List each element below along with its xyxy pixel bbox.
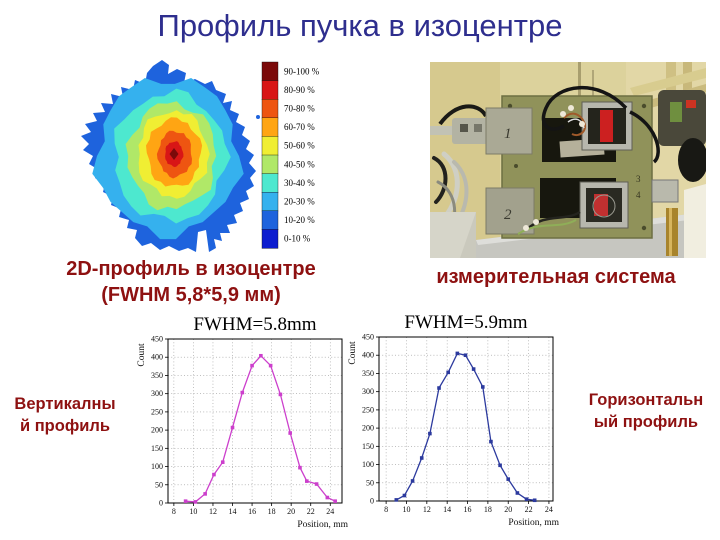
svg-text:14: 14 — [443, 505, 451, 514]
svg-text:300: 300 — [151, 389, 163, 398]
svg-text:250: 250 — [151, 407, 163, 416]
svg-text:20: 20 — [504, 505, 512, 514]
svg-text:50: 50 — [155, 480, 163, 489]
svg-text:200: 200 — [151, 426, 163, 435]
svg-text:10-20 %: 10-20 % — [284, 215, 315, 225]
slide-title: Профиль пучка в изоцентре — [157, 8, 563, 43]
svg-text:300: 300 — [362, 387, 374, 396]
svg-text:Position, mm: Position, mm — [508, 518, 559, 528]
horizontal-profile-chart: 8 10 12 14 16 18 20 22 24 0 50 100 150 200 250 300 350 40… — [342, 311, 566, 535]
vertical-profile-label: Вертикалны й профиль — [0, 393, 130, 437]
svg-text:Count: Count — [137, 343, 147, 367]
svg-text:70-80 %: 70-80 % — [284, 104, 315, 114]
svg-text:200: 200 — [362, 424, 374, 433]
wires-artwork — [517, 85, 660, 235]
heatmap-caption: 2D-профиль в изоцентре (FWHM 5,8*5,9 мм) — [15, 256, 367, 308]
svg-text:1: 1 — [504, 126, 512, 142]
svg-text:0-10 %: 0-10 % — [284, 234, 311, 244]
svg-text:150: 150 — [151, 444, 163, 453]
svg-text:450: 450 — [151, 335, 163, 344]
svg-text:20: 20 — [287, 507, 295, 516]
horizontal-profile-label: Горизонтальн ый профиль — [572, 389, 720, 433]
svg-text:90-100 %: 90-100 % — [284, 66, 320, 76]
svg-text:60-70 %: 60-70 % — [284, 122, 315, 132]
svg-text:8: 8 — [384, 505, 388, 514]
svg-text:400: 400 — [151, 353, 163, 362]
svg-text:10: 10 — [402, 505, 410, 514]
vertical-profile-chart-canvas: 8 10 12 14 16 18 20 22 24 0 50 100 150 200 250 300 350 40… — [137, 314, 349, 530]
svg-text:150: 150 — [362, 442, 374, 451]
svg-text:16: 16 — [464, 505, 472, 514]
left-bracket-artwork — [430, 104, 488, 144]
svg-text:20-30 %: 20-30 % — [284, 197, 315, 207]
svg-text:2: 2 — [504, 207, 512, 223]
heatmap-figure-canvas: 90-100 % 80-90 % 70-80 % 60-70 % 50-60 % 40-5… — [81, 60, 320, 252]
stepper-motor-top-artwork — [581, 101, 633, 151]
svg-text:100: 100 — [151, 462, 163, 471]
heatmap-caption-line1: 2D-профиль в изоцентре — [66, 258, 316, 280]
svg-text:8: 8 — [172, 507, 176, 516]
vertical-profile-label-line1: Вертикалны — [14, 395, 116, 413]
horizontal-profile-chart-canvas: 8 10 12 14 16 18 20 22 24 0 50 100 150 200 250 300 350 40… — [348, 312, 560, 528]
svg-text:Count: Count — [348, 341, 358, 365]
svg-text:450: 450 — [362, 333, 374, 342]
junction-box-1-artwork: 1 — [485, 107, 533, 155]
svg-text:12: 12 — [209, 507, 217, 516]
svg-text:16: 16 — [248, 507, 256, 516]
svg-text:50-60 %: 50-60 % — [284, 141, 315, 151]
stepper-motor-bottom-artwork — [579, 181, 629, 229]
svg-text:50: 50 — [366, 478, 374, 487]
svg-text:100: 100 — [362, 460, 374, 469]
svg-text:3: 3 — [636, 174, 641, 184]
svg-text:350: 350 — [151, 371, 163, 380]
svg-text:400: 400 — [362, 351, 374, 360]
svg-text:250: 250 — [362, 405, 374, 414]
heatmap-2d-profile-figure: 90-100 % 80-90 % 70-80 % 60-70 % 50-60 % 40-5… — [65, 58, 340, 254]
svg-text:4: 4 — [636, 190, 641, 200]
svg-text:0: 0 — [159, 499, 163, 508]
svg-text:FWHM=5.8mm: FWHM=5.8mm — [193, 314, 316, 335]
photo-caption: измерительная система — [436, 266, 676, 288]
svg-text:10: 10 — [189, 507, 197, 516]
svg-text:30-40 %: 30-40 % — [284, 178, 315, 188]
svg-text:40-50 %: 40-50 % — [284, 159, 315, 169]
vertical-profile-chart: 8 10 12 14 16 18 20 22 24 0 50 100 150 200 250 300 350 40… — [131, 313, 355, 537]
vertical-profile-label-line2: й профиль — [19, 417, 111, 435]
right-equipment-artwork — [658, 90, 706, 182]
measurement-system-photo: 3 4 1 2 — [430, 62, 706, 258]
svg-text:22: 22 — [525, 505, 533, 514]
svg-text:18: 18 — [484, 505, 492, 514]
svg-text:FWHM=5.9mm: FWHM=5.9mm — [404, 312, 527, 333]
heatmap-caption-line2: (FWHM 5,8*5,9 мм) — [101, 284, 281, 306]
photo-canvas: 3 4 1 2 — [430, 62, 706, 258]
svg-text:24: 24 — [545, 505, 553, 514]
svg-text:22: 22 — [307, 507, 315, 516]
svg-text:18: 18 — [268, 507, 276, 516]
svg-text:80-90 %: 80-90 % — [284, 85, 315, 95]
svg-text:0: 0 — [370, 497, 374, 506]
horizontal-profile-label-line2: ый профиль — [593, 413, 699, 431]
svg-text:12: 12 — [423, 505, 431, 514]
svg-text:14: 14 — [229, 507, 237, 516]
svg-text:24: 24 — [326, 507, 334, 516]
svg-text:350: 350 — [362, 369, 374, 378]
horizontal-profile-label-line1: Горизонтальн — [588, 391, 704, 409]
svg-text:Position, mm: Position, mm — [297, 520, 348, 530]
connectors-artwork — [523, 105, 585, 231]
